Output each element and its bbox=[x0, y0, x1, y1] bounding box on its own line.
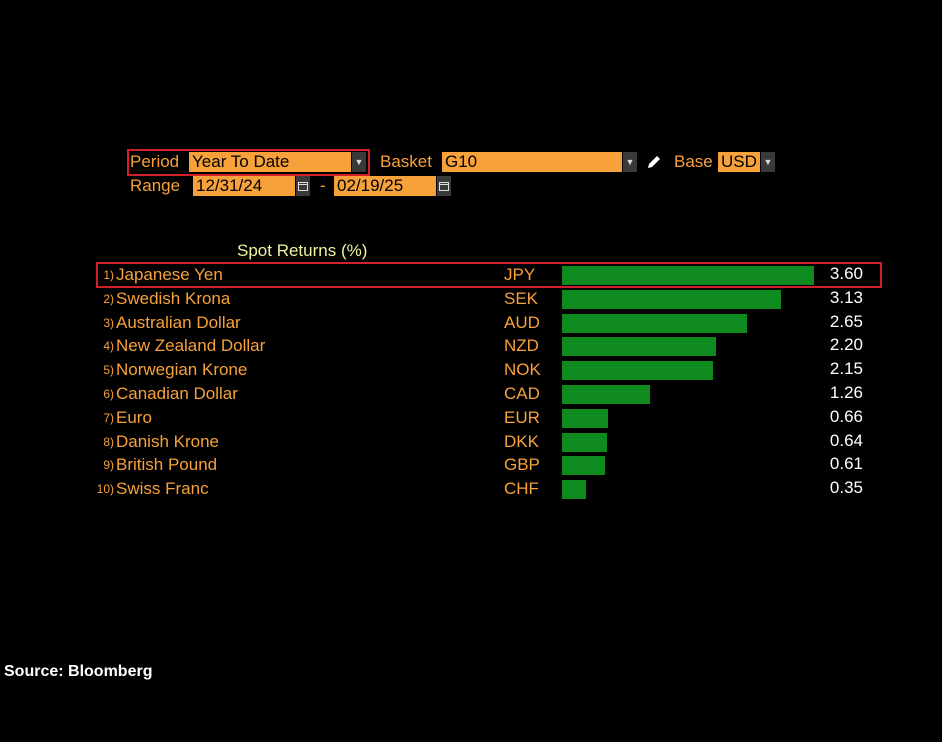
range-separator: - bbox=[320, 176, 326, 195]
bar bbox=[562, 456, 605, 476]
bar bbox=[562, 385, 650, 404]
bar bbox=[562, 361, 713, 381]
currency-code: CAD bbox=[504, 384, 540, 403]
chart-title: Spot Returns (%) bbox=[237, 241, 368, 260]
value-label: 2.15 bbox=[829, 359, 863, 379]
basket-dropdown-icon[interactable]: ▼ bbox=[623, 152, 637, 172]
currency-code: NOK bbox=[504, 360, 541, 380]
basket-label: Basket bbox=[380, 152, 432, 171]
value-label: 3.60 bbox=[829, 264, 863, 283]
rank-label: 8) bbox=[103, 434, 114, 449]
rank-label: 9) bbox=[103, 458, 114, 473]
bar bbox=[562, 408, 608, 428]
basket-select[interactable]: G10 bbox=[442, 152, 622, 172]
currency-name: Swedish Krona bbox=[116, 288, 231, 308]
rank-label: 4) bbox=[103, 339, 114, 354]
currency-name: Norwegian Krone bbox=[116, 360, 248, 380]
value-label: 2.65 bbox=[829, 311, 863, 331]
base-label: Base bbox=[674, 152, 713, 171]
range-end-input[interactable]: 02/19/25 bbox=[334, 176, 436, 196]
value-label: 0.61 bbox=[829, 454, 863, 474]
value-label: 1.26 bbox=[829, 383, 863, 402]
rank-label: 2) bbox=[103, 291, 114, 306]
currency-code: GBP bbox=[504, 455, 540, 475]
currency-name: Danish Krone bbox=[116, 431, 220, 451]
bar bbox=[562, 289, 781, 309]
currency-code: NZD bbox=[504, 336, 539, 356]
currency-code: EUR bbox=[504, 407, 540, 427]
period-label: Period bbox=[130, 152, 180, 171]
currency-code: CHF bbox=[504, 479, 539, 499]
base-select[interactable]: USD bbox=[718, 152, 760, 172]
bar bbox=[562, 313, 747, 333]
calendar-icon[interactable] bbox=[437, 176, 451, 196]
highlight-box bbox=[96, 262, 882, 288]
currency-code: AUD bbox=[504, 312, 540, 332]
bar bbox=[562, 266, 814, 285]
currency-name: Japanese Yen bbox=[116, 265, 223, 284]
period-dropdown-icon[interactable]: ▼ bbox=[352, 152, 366, 172]
source-note: Source: Bloomberg bbox=[4, 663, 153, 680]
rank-label: 10) bbox=[96, 482, 114, 497]
bar bbox=[562, 480, 586, 500]
bar bbox=[562, 337, 716, 357]
value-label: 0.35 bbox=[829, 478, 863, 498]
currency-name: Australian Dollar bbox=[116, 312, 241, 332]
value-label: 2.20 bbox=[829, 335, 863, 355]
pencil-icon[interactable] bbox=[645, 153, 663, 171]
range-start-input[interactable]: 12/31/24 bbox=[193, 176, 295, 196]
currency-code: SEK bbox=[504, 288, 539, 308]
base-dropdown-icon[interactable]: ▼ bbox=[761, 152, 775, 172]
currency-name: Euro bbox=[116, 407, 152, 427]
rank-label: 1) bbox=[103, 268, 114, 282]
currency-name: Canadian Dollar bbox=[116, 384, 238, 403]
range-label: Range bbox=[130, 176, 181, 195]
currency-code: DKK bbox=[504, 431, 539, 451]
currency-code: JPY bbox=[504, 265, 536, 284]
currency-name: New Zealand Dollar bbox=[116, 336, 266, 356]
rank-label: 7) bbox=[103, 410, 114, 425]
currency-name: Swiss Franc bbox=[116, 479, 209, 499]
rank-label: 6) bbox=[103, 387, 114, 401]
period-box bbox=[127, 149, 370, 176]
bar bbox=[562, 432, 607, 452]
value-label: 0.64 bbox=[829, 430, 863, 450]
value-label: 0.66 bbox=[829, 406, 863, 426]
value-label: 3.13 bbox=[829, 287, 863, 307]
rank-label: 3) bbox=[103, 315, 114, 330]
period-select[interactable]: Year To Date bbox=[189, 152, 351, 172]
calendar-icon[interactable] bbox=[296, 176, 310, 196]
rank-label: 5) bbox=[103, 363, 114, 378]
currency-name: British Pound bbox=[116, 455, 218, 475]
